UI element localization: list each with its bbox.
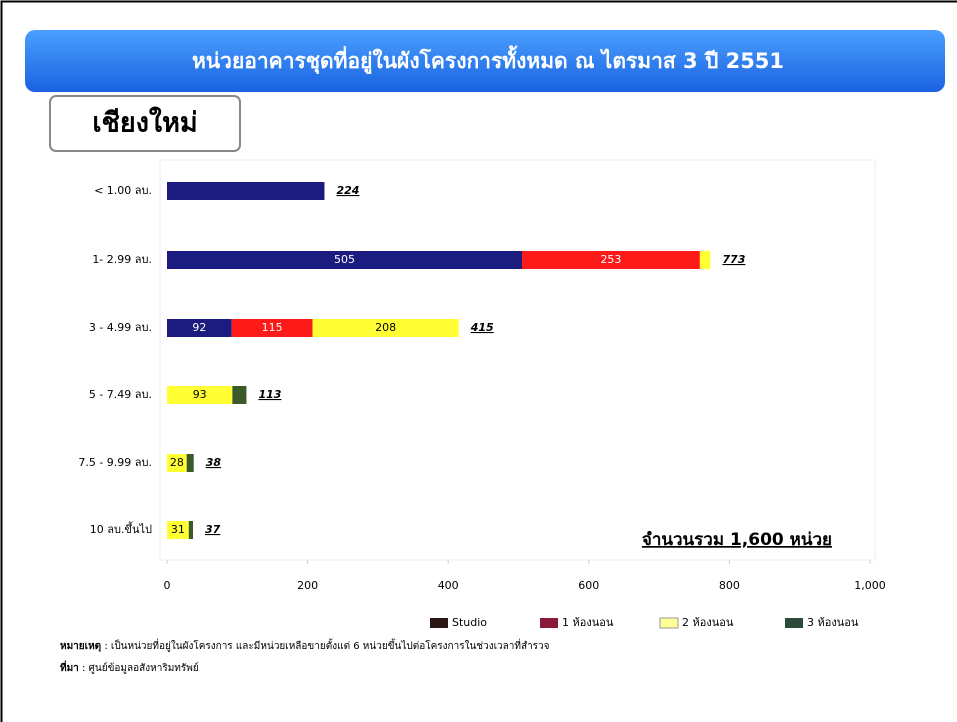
- legend-swatch: [785, 618, 803, 628]
- bar-segment: [312, 319, 459, 337]
- bar-segment: [186, 454, 194, 472]
- note-text: : เป็นหน่วยที่อยู่ในผังโครงการ และมีหน่ว…: [101, 638, 549, 652]
- x-tick-label: 200: [297, 579, 318, 592]
- title-band: [25, 30, 945, 92]
- bar-segment: [699, 251, 711, 269]
- source-text: : ศูนย์ข้อมูลอสังหาริมทรัพย์: [79, 662, 199, 674]
- legend-label: 3 ห้องนอน: [807, 616, 859, 629]
- value-label: 92: [192, 321, 206, 334]
- y-tick-label: 7.5 - 9.99 ลบ.: [78, 456, 152, 469]
- y-tick-label: 1- 2.99 ลบ.: [92, 253, 152, 266]
- plot-area: [159, 159, 876, 561]
- value-label: 253: [600, 253, 621, 266]
- bar-segment: [167, 521, 189, 539]
- value-label: 115: [262, 321, 283, 334]
- bar-segment: [522, 251, 700, 269]
- x-tick-label: 400: [438, 579, 459, 592]
- bar-segment: [232, 386, 247, 404]
- subtitle-box: [49, 95, 241, 152]
- x-tick-label: 800: [719, 579, 740, 592]
- value-label: 208: [375, 321, 396, 334]
- value-label: 505: [334, 253, 355, 266]
- subtitle: เชียงใหม่: [92, 107, 197, 139]
- x-tick-label: 600: [578, 579, 599, 592]
- annotation: จำนวนรวม 1,600 หน่วย: [642, 530, 832, 550]
- bar-segment: [188, 521, 194, 539]
- total-label: 37: [205, 523, 221, 536]
- value-label: 93: [193, 388, 207, 401]
- note: หมายเหตุ : เป็นหน่วยที่อยู่ในผังโครงการ …: [60, 638, 550, 652]
- y-tick-label: < 1.00 ลบ.: [94, 184, 152, 197]
- source-label: ที่มา: [60, 660, 79, 674]
- bar-segment: [167, 182, 325, 200]
- legend-label: 1 ห้องนอน: [562, 616, 614, 629]
- y-tick-label: 3 - 4.99 ลบ.: [89, 321, 152, 334]
- bar-segment: [167, 454, 187, 472]
- total-label: 224: [336, 184, 359, 197]
- bar-segment: [231, 319, 313, 337]
- legend-swatch: [430, 618, 448, 628]
- value-label: 31: [171, 523, 185, 536]
- bar-segment: [167, 251, 523, 269]
- total-label: 113: [258, 388, 281, 401]
- y-tick-label: 5 - 7.49 ลบ.: [89, 388, 152, 401]
- total-label: 38: [206, 456, 222, 469]
- note-label: หมายเหตุ: [60, 641, 101, 652]
- legend-label: 2 ห้องนอน: [682, 616, 734, 629]
- total-label: 415: [470, 321, 494, 334]
- legend-swatch: [659, 617, 679, 629]
- total-label: 773: [722, 253, 745, 266]
- y-tick-label: 10 ลบ.ขึ้นไป: [90, 521, 152, 536]
- legend-label: Studio: [452, 616, 487, 629]
- x-tick-label: 0: [164, 579, 171, 592]
- bar-segment: [167, 319, 232, 337]
- x-tick-label: 1,000: [854, 579, 886, 592]
- source: ที่มา : ศูนย์ข้อมูลอสังหาริมทรัพย์: [60, 660, 199, 674]
- chart-title: หน่วยอาคารชุดที่อยู่ในผังโครงการทั้งหมด …: [192, 45, 784, 75]
- bar-segment: [167, 386, 233, 404]
- legend-swatch: [540, 618, 558, 628]
- value-label: 28: [170, 456, 184, 469]
